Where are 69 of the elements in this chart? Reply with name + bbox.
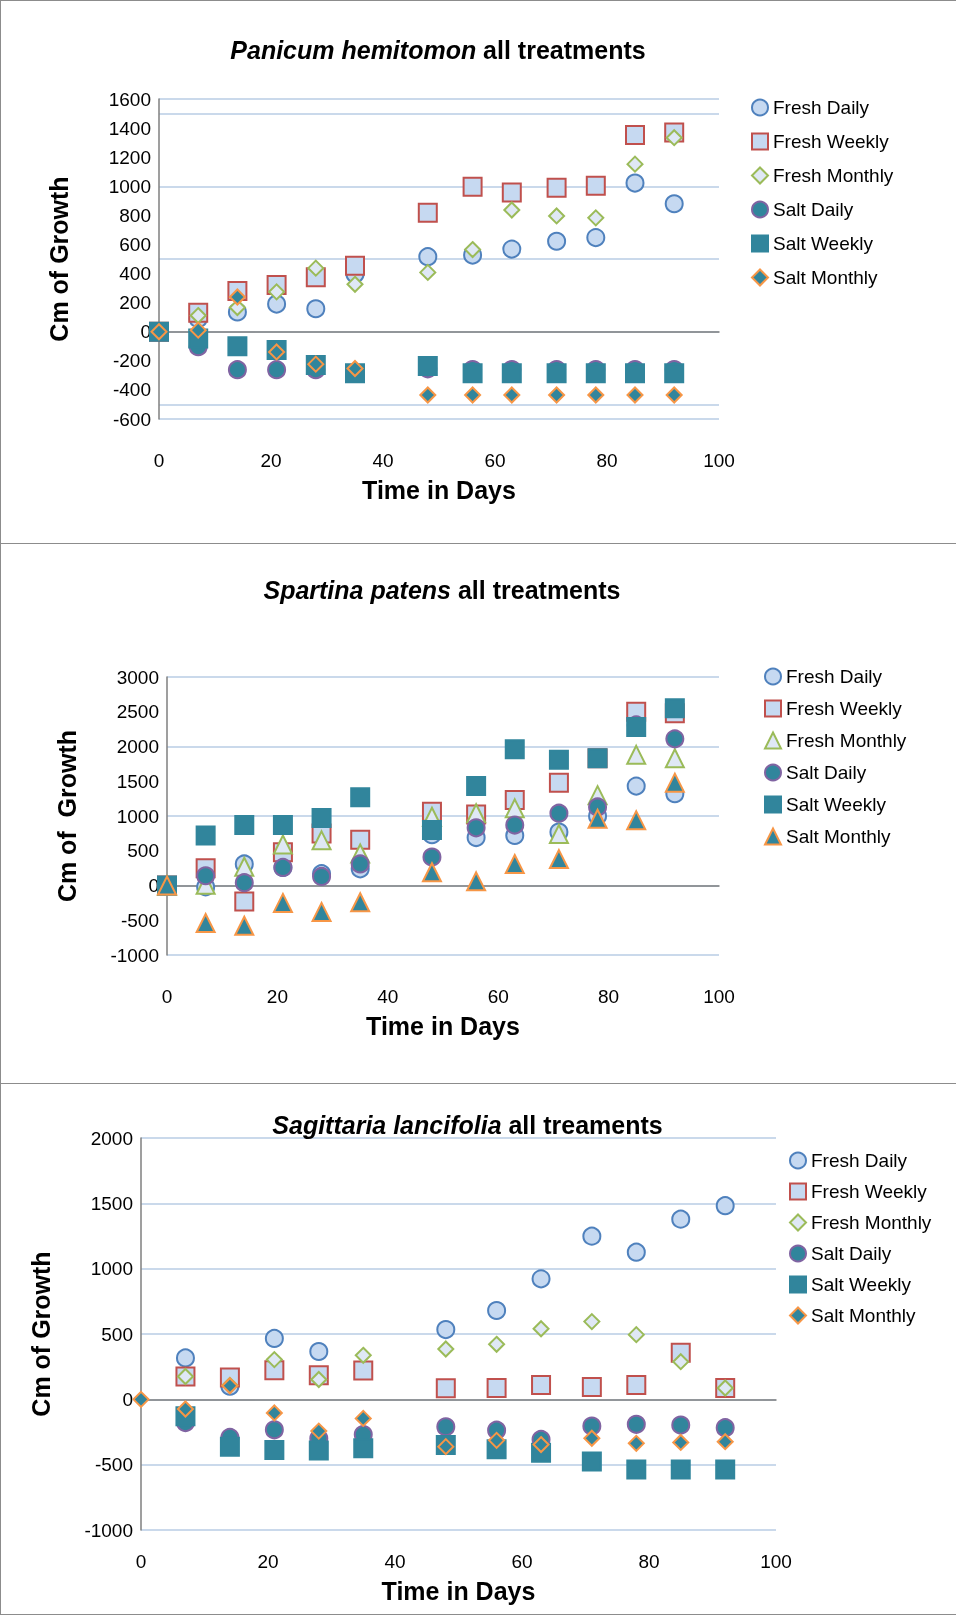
legend-label: Salt Weekly — [811, 1274, 912, 1295]
legend-label: Fresh Weekly — [811, 1181, 928, 1202]
legend-label: Fresh Daily — [811, 1150, 908, 1171]
x-tick-label: 80 — [638, 1551, 660, 1572]
y-tick-label: -200 — [112, 350, 151, 372]
y-tick-label: 1000 — [90, 1258, 133, 1280]
chart-title: Spartina patens all treatments — [263, 575, 621, 604]
legend-label: Salt Daily — [773, 199, 854, 220]
chart-title: Panicum hemitomon all treatments — [230, 35, 646, 64]
legend-label: Fresh Daily — [786, 666, 883, 687]
y-tick-label: -600 — [112, 408, 151, 430]
x-tick-label: 40 — [377, 986, 399, 1007]
y-tick-label: 1500 — [116, 770, 159, 792]
x-tick-label: 60 — [484, 450, 506, 471]
y-tick-label: 3000 — [116, 666, 159, 688]
x-tick-label: 80 — [596, 450, 618, 471]
legend-label: Salt Weekly — [773, 233, 874, 254]
x-tick-label: 20 — [260, 450, 282, 471]
chart-title: Sagittaria lancifolia all treaments — [272, 1110, 663, 1139]
y-tick-label: 2000 — [90, 1127, 133, 1149]
x-tick-label: 0 — [161, 986, 173, 1007]
x-tick-label: 100 — [703, 986, 735, 1007]
y-tick-label: 500 — [127, 840, 159, 862]
x-tick-label: 60 — [487, 986, 509, 1007]
y-tick-label: -500 — [120, 909, 159, 931]
y-tick-label: 2000 — [116, 736, 159, 757]
x-tick-label: 80 — [598, 986, 620, 1007]
y-tick-label: 1000 — [116, 805, 159, 827]
x-tick-label: 60 — [511, 1551, 533, 1572]
legend-label: Fresh Daily — [773, 97, 870, 118]
y-tick-label: -400 — [112, 379, 151, 401]
legend-label: Salt Monthly — [786, 826, 892, 847]
y-axis-title: Cm of Growth — [52, 729, 81, 903]
y-tick-label: 1400 — [108, 117, 151, 139]
legend-label: Salt Monthly — [811, 1305, 917, 1326]
y-tick-label: -500 — [94, 1454, 133, 1476]
x-tick-label: 100 — [760, 1551, 792, 1572]
x-axis-title: Time in Days — [381, 1576, 536, 1605]
y-tick-label: 2500 — [116, 701, 159, 723]
x-tick-label: 40 — [384, 1551, 406, 1572]
x-tick-label: 40 — [372, 450, 394, 471]
y-tick-label: 1200 — [108, 146, 151, 168]
legend-label: Salt Daily — [786, 762, 867, 783]
y-tick-label: 200 — [119, 292, 151, 314]
y-tick-label: 1000 — [108, 175, 151, 197]
y-tick-label: 500 — [101, 1323, 133, 1345]
legend-label: Fresh Monthly — [811, 1212, 932, 1233]
y-tick-label: 600 — [119, 233, 151, 255]
y-axis-title: Cm of Growth — [44, 176, 73, 342]
y-tick-label: 1600 — [108, 88, 151, 110]
x-tick-label: 20 — [266, 986, 288, 1007]
legend-label: Salt Daily — [811, 1243, 892, 1264]
y-axis-title: Cm of Growth — [26, 1251, 55, 1417]
legend-label: Salt Monthly — [773, 267, 879, 288]
y-tick-label: 800 — [119, 204, 151, 226]
x-tick-label: 20 — [257, 1551, 279, 1572]
y-tick-label: 400 — [119, 263, 151, 285]
legend-label: Fresh Weekly — [773, 131, 890, 152]
legend-label: Fresh Weekly — [786, 698, 903, 719]
x-tick-label: 100 — [703, 450, 735, 471]
legend-label: Fresh Monthly — [773, 165, 894, 186]
y-tick-label: 0 — [122, 1388, 133, 1410]
legend-label: Fresh Monthly — [786, 730, 907, 751]
y-tick-label: -1000 — [110, 944, 159, 966]
x-axis-title: Time in Days — [362, 475, 516, 504]
y-tick-label: 1500 — [90, 1192, 133, 1214]
x-axis-title: Time in Days — [366, 1011, 520, 1040]
legend-label: Salt Weekly — [786, 794, 887, 815]
y-tick-label: -1000 — [84, 1519, 133, 1541]
